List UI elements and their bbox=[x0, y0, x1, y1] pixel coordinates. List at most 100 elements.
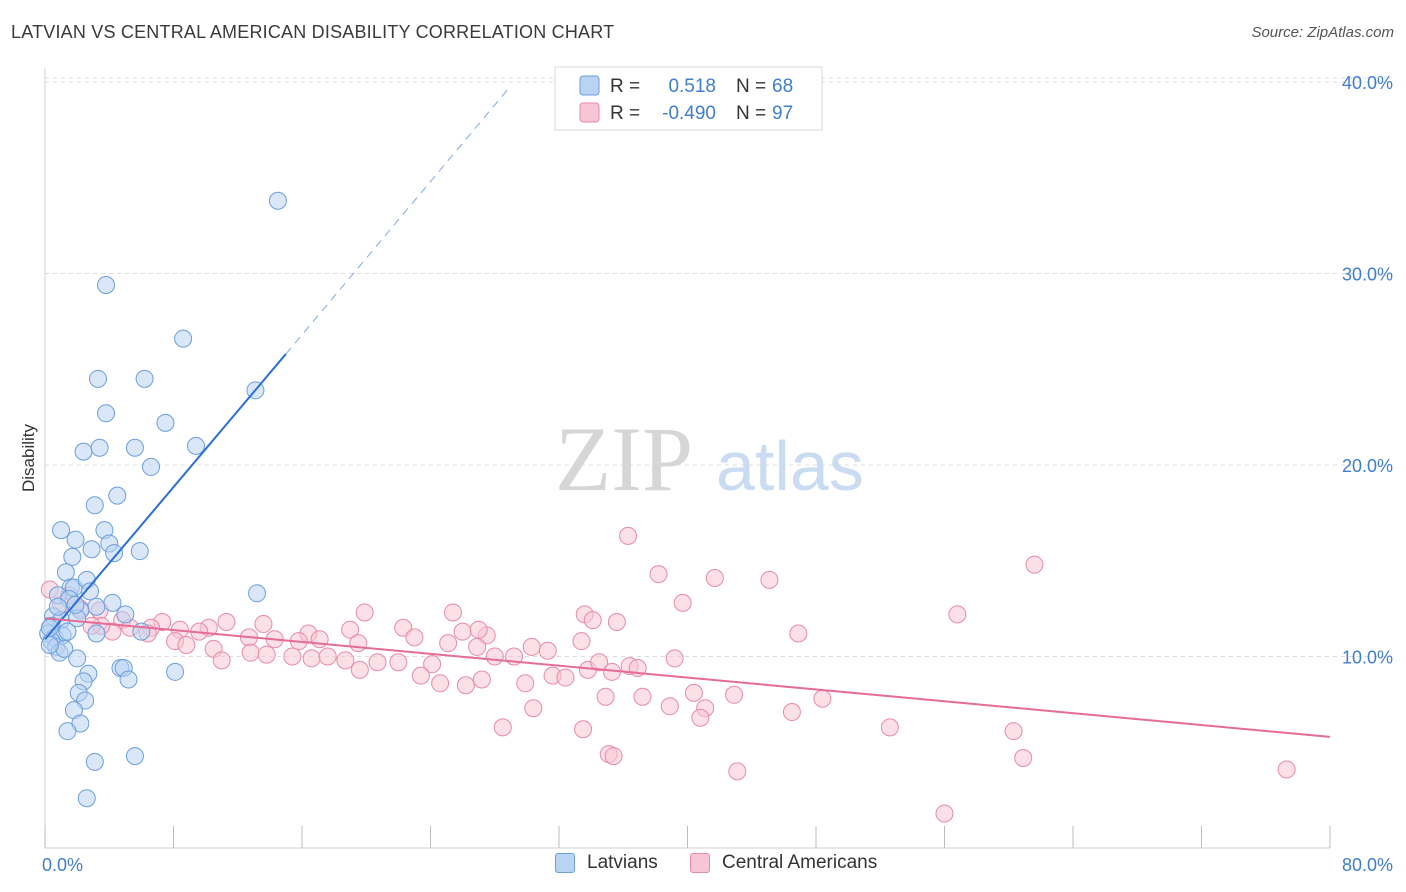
central-american-point bbox=[1025, 555, 1044, 574]
legend-item-latvians[interactable]: Latvians bbox=[555, 852, 658, 874]
watermark-zip: ZIP bbox=[555, 408, 693, 510]
central-american-point bbox=[217, 613, 236, 632]
latvian-point bbox=[63, 547, 82, 566]
latvian-point bbox=[87, 597, 106, 616]
central-american-point bbox=[649, 565, 668, 584]
latvian-point bbox=[97, 275, 116, 294]
central-american-point bbox=[469, 620, 488, 639]
central-american-point bbox=[596, 687, 615, 706]
legend-label: Central Americans bbox=[722, 852, 878, 873]
central-american-point bbox=[453, 622, 472, 641]
latvian-point bbox=[85, 496, 104, 515]
axes bbox=[44, 68, 1331, 849]
legend-swatch-central-americans bbox=[579, 102, 600, 123]
central-american-point bbox=[283, 647, 302, 666]
latvian-point bbox=[68, 649, 87, 668]
y-tick-label: 10.0% bbox=[1342, 648, 1393, 668]
central-american-point bbox=[538, 641, 557, 660]
stat-r-label: R = bbox=[610, 103, 640, 124]
central-american-point bbox=[1004, 722, 1023, 741]
latvian-point bbox=[58, 622, 77, 641]
latvian-point bbox=[156, 413, 175, 432]
central-american-point bbox=[572, 632, 591, 651]
central-american-point bbox=[389, 653, 408, 672]
central-american-point bbox=[1277, 760, 1296, 779]
central-american-point bbox=[673, 593, 692, 612]
central-american-point bbox=[691, 708, 710, 727]
central-american-point bbox=[341, 620, 360, 639]
central-american-point bbox=[423, 655, 442, 674]
x-tick-label: 0.0% bbox=[42, 855, 83, 875]
central-american-point bbox=[684, 683, 703, 702]
legend-item-central-americans[interactable]: Central Americans bbox=[690, 852, 877, 874]
latvian-point bbox=[142, 457, 161, 476]
central-american-point bbox=[607, 613, 626, 632]
latvian-point bbox=[89, 369, 108, 388]
latvian-point bbox=[87, 624, 106, 643]
stat-n-label: N = bbox=[736, 76, 766, 97]
central-american-point bbox=[583, 611, 602, 630]
latvian-point bbox=[108, 486, 127, 505]
central-american-point bbox=[472, 670, 491, 689]
central-american-point bbox=[522, 637, 541, 656]
central-american-point bbox=[493, 718, 512, 737]
central-american-point bbox=[302, 649, 321, 668]
central-american-point bbox=[556, 668, 575, 687]
central-american-point bbox=[935, 804, 954, 823]
latvian-point bbox=[74, 442, 93, 461]
latvian-point bbox=[56, 563, 75, 582]
central-american-point bbox=[880, 718, 899, 737]
central-american-point bbox=[257, 645, 276, 664]
central-american-point bbox=[485, 647, 504, 666]
latvian-point bbox=[125, 438, 144, 457]
central-american-point bbox=[728, 762, 747, 781]
central-american-point bbox=[431, 674, 450, 693]
latvian-trend-line bbox=[44, 353, 287, 640]
watermark-atlas: atlas bbox=[716, 427, 864, 505]
central-american-point bbox=[177, 636, 196, 655]
latvian-point bbox=[166, 662, 185, 681]
latvian-point bbox=[103, 593, 122, 612]
latvian-point bbox=[125, 747, 144, 766]
legend-swatch bbox=[555, 853, 575, 873]
y-tick-label: 40.0% bbox=[1342, 73, 1393, 93]
y-tick-label: 20.0% bbox=[1342, 456, 1393, 476]
central-american-point bbox=[574, 720, 593, 739]
stat-r-value: 0.518 bbox=[668, 76, 716, 97]
central-american-point bbox=[336, 651, 355, 670]
stat-r-value: -0.490 bbox=[662, 103, 716, 124]
central-american-point bbox=[725, 685, 744, 704]
latvian-point bbox=[116, 605, 135, 624]
tick-labels: 10.0% 20.0% 30.0% 40.0% 0.0% 80.0% bbox=[42, 73, 1393, 875]
central-american-point bbox=[760, 570, 779, 589]
central-american-point bbox=[1014, 748, 1033, 767]
central-american-point bbox=[355, 603, 374, 622]
stats-legend: R = 0.518 N = 68 R = -0.490 N = 97 bbox=[554, 66, 823, 131]
grid-lines bbox=[45, 77, 1392, 657]
latvian-point bbox=[90, 438, 109, 457]
central-american-point bbox=[516, 674, 535, 693]
legend-label: Latvians bbox=[587, 852, 658, 873]
latvian-point bbox=[135, 369, 154, 388]
latvian-point bbox=[105, 544, 124, 563]
latvian-point bbox=[248, 584, 267, 603]
central-american-point bbox=[254, 614, 273, 633]
chart-title: LATVIAN VS CENTRAL AMERICAN DISABILITY C… bbox=[11, 22, 615, 42]
latvian-trend-extension bbox=[285, 85, 512, 355]
latvian-point bbox=[77, 789, 96, 808]
latvian-point bbox=[80, 582, 99, 601]
stat-r-label: R = bbox=[610, 76, 640, 97]
central-american-point bbox=[604, 747, 623, 766]
latvian-point bbox=[85, 752, 104, 771]
central-american-point bbox=[350, 660, 369, 679]
latvian-point bbox=[52, 521, 71, 540]
central-american-point bbox=[660, 697, 679, 716]
latvian-point bbox=[130, 542, 149, 561]
stat-n-value: 68 bbox=[772, 76, 793, 97]
legend-swatch-latvians bbox=[579, 75, 600, 96]
stat-n-label: N = bbox=[736, 103, 766, 124]
central-american-point bbox=[705, 568, 724, 587]
latvian-point bbox=[40, 636, 59, 655]
latvian-point bbox=[186, 436, 205, 455]
central-american-point bbox=[948, 605, 967, 624]
